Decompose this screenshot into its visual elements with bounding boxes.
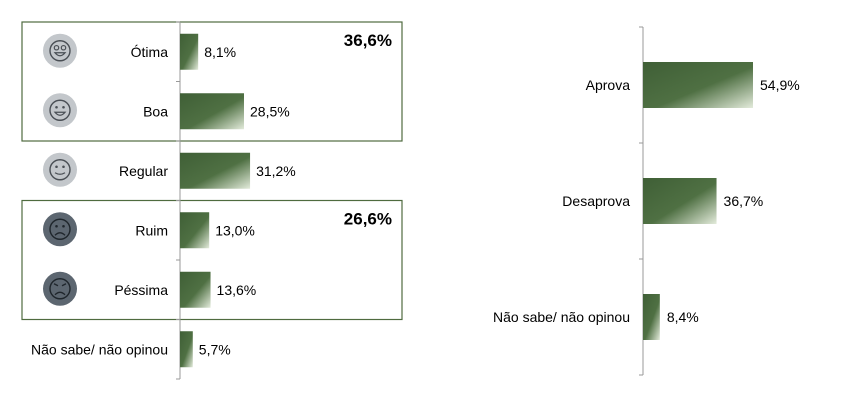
value-label: 8,4%: [667, 309, 699, 325]
value-label: 8,1%: [204, 44, 236, 60]
group-box: [21, 199, 403, 321]
bar-ruim: [180, 212, 210, 249]
category-label: Regular: [119, 163, 168, 179]
category-label: Péssima: [114, 282, 168, 298]
value-label: 54,9%: [760, 77, 800, 93]
bar-nao-sabe-nao-opinou: [643, 294, 660, 340]
evaluation-chart: 36,6% 26,6% Ótima 8,1% Boa 28,5% Regular 31,2% R…: [21, 21, 403, 380]
bar-pessima: [180, 271, 211, 308]
value-label: 13,0%: [215, 222, 255, 238]
category-label: Desaprova: [562, 193, 630, 209]
happy-face-icon: [43, 93, 77, 128]
group-total-label: 36,6%: [344, 31, 392, 50]
category-label: Aprova: [586, 77, 631, 93]
approval-chart: Aprova 54,9% Desaprova 36,7% Não sabe/ não o…: [493, 26, 800, 376]
bar-otima: [180, 33, 199, 70]
sad-face-icon: [43, 212, 77, 247]
category-label: Não sabe/ não opinou: [493, 309, 630, 325]
category-label: Boa: [143, 103, 168, 119]
bar-boa: [180, 93, 244, 130]
value-label: 5,7%: [199, 341, 231, 357]
group-box: [21, 21, 403, 142]
value-label: 36,7%: [724, 193, 764, 209]
bar-nao-sabe-nao-opinou: [180, 331, 193, 368]
group-total-label: 26,6%: [344, 210, 392, 229]
value-label: 31,2%: [256, 163, 296, 179]
neutral-face-icon: [43, 152, 77, 187]
value-label: 13,6%: [217, 282, 257, 298]
bar-aprova: [643, 62, 753, 108]
bar-desaprova: [643, 178, 717, 224]
category-label: Ótima: [131, 44, 169, 60]
bar-regular: [180, 152, 251, 189]
category-label: Ruim: [135, 222, 168, 238]
very-sad-face-icon: [43, 271, 77, 306]
category-label: Não sabe/ não opinou: [31, 341, 168, 357]
very-happy-face-icon: [43, 33, 77, 68]
value-label: 28,5%: [250, 103, 290, 119]
